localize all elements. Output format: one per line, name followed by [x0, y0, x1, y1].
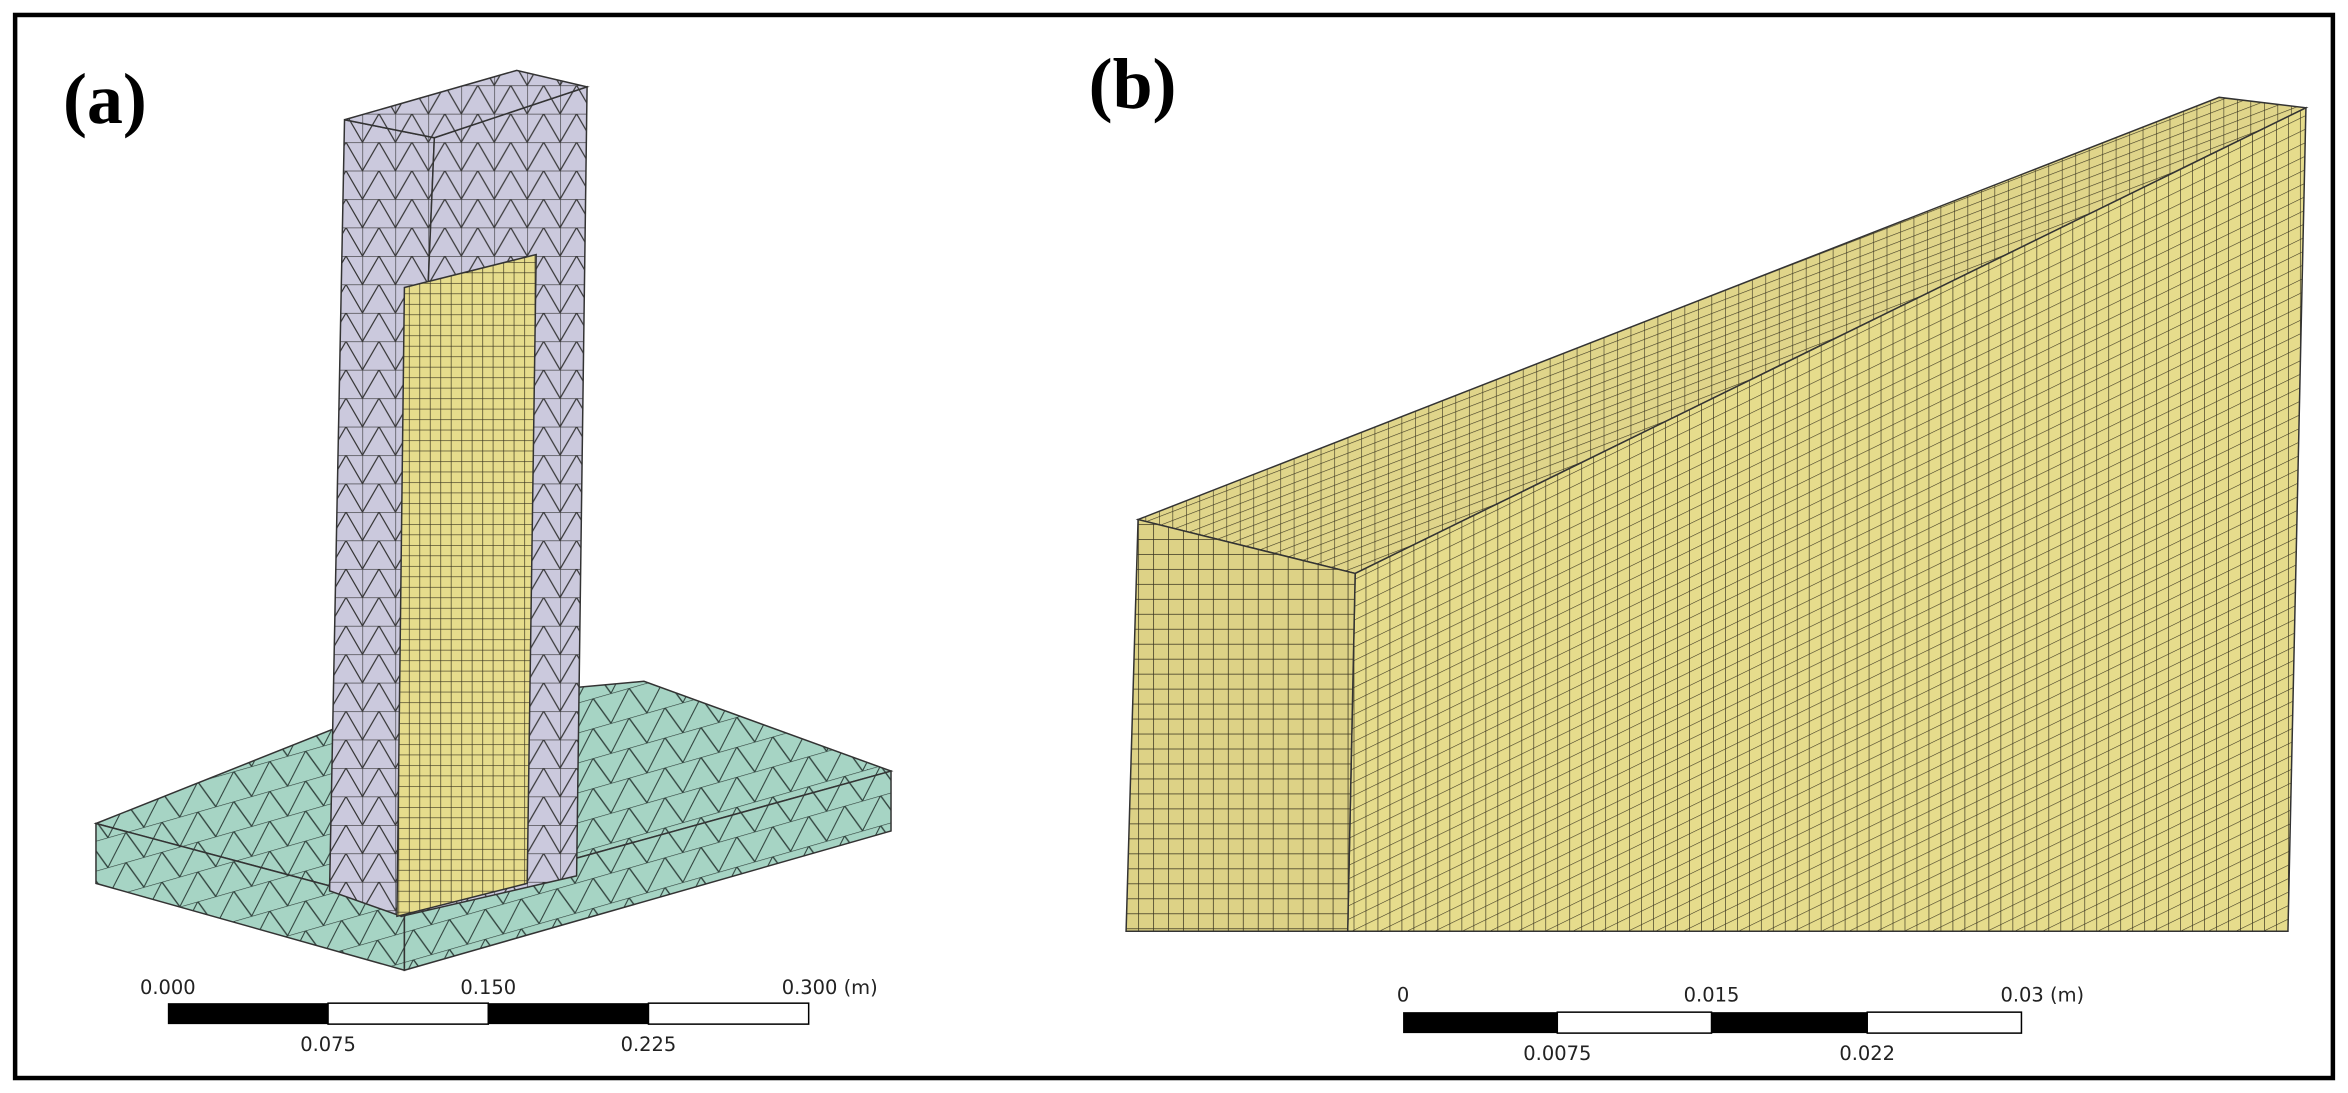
scale-label: 0.150 [460, 976, 516, 999]
column-top [344, 69, 590, 139]
block-front [1346, 106, 2307, 933]
panel-a: (a) 0.000 0.150 0.300 (m) 0.075 0.225 [63, 59, 894, 1056]
scale-segment [327, 1002, 490, 1025]
scale-label: 0.03 (m) [2000, 984, 2084, 1007]
scale-segment [1403, 1012, 1558, 1034]
scale-label: 0.015 [1684, 984, 1740, 1007]
inner-panel [396, 253, 537, 918]
scale-label: 0.000 [140, 976, 196, 999]
scale-label: 0.300 (m) [782, 976, 878, 999]
scale-segment [488, 1003, 649, 1025]
panel-label: (b) [1089, 44, 1177, 124]
scale-segment [167, 1003, 329, 1025]
block-side [1125, 518, 1356, 933]
scale-bar: 0 0.015 0.03 (m) 0.0075 0.022 [1397, 984, 2084, 1065]
scale-label: 0.075 [300, 1033, 356, 1056]
panel-b: (b) 0 0.015 0.03 (m) 0.0075 0.022 [1089, 44, 2309, 1065]
scale-segment [1711, 1012, 1868, 1034]
figure-frame [12, 12, 2336, 1081]
scale-segment [1556, 1011, 1713, 1034]
scale-segment [647, 1002, 810, 1025]
panel-label: (a) [63, 59, 147, 139]
base-front-right [403, 770, 892, 972]
scale-label: 0.022 [1839, 1042, 1895, 1065]
scale-label: 0.225 [621, 1033, 677, 1056]
scale-label: 0.0075 [1523, 1042, 1591, 1065]
scale-bar: 0.000 0.150 0.300 (m) 0.075 0.225 [140, 976, 878, 1056]
scale-segment [1866, 1011, 2023, 1034]
scale-label: 0 [1397, 984, 1409, 1007]
